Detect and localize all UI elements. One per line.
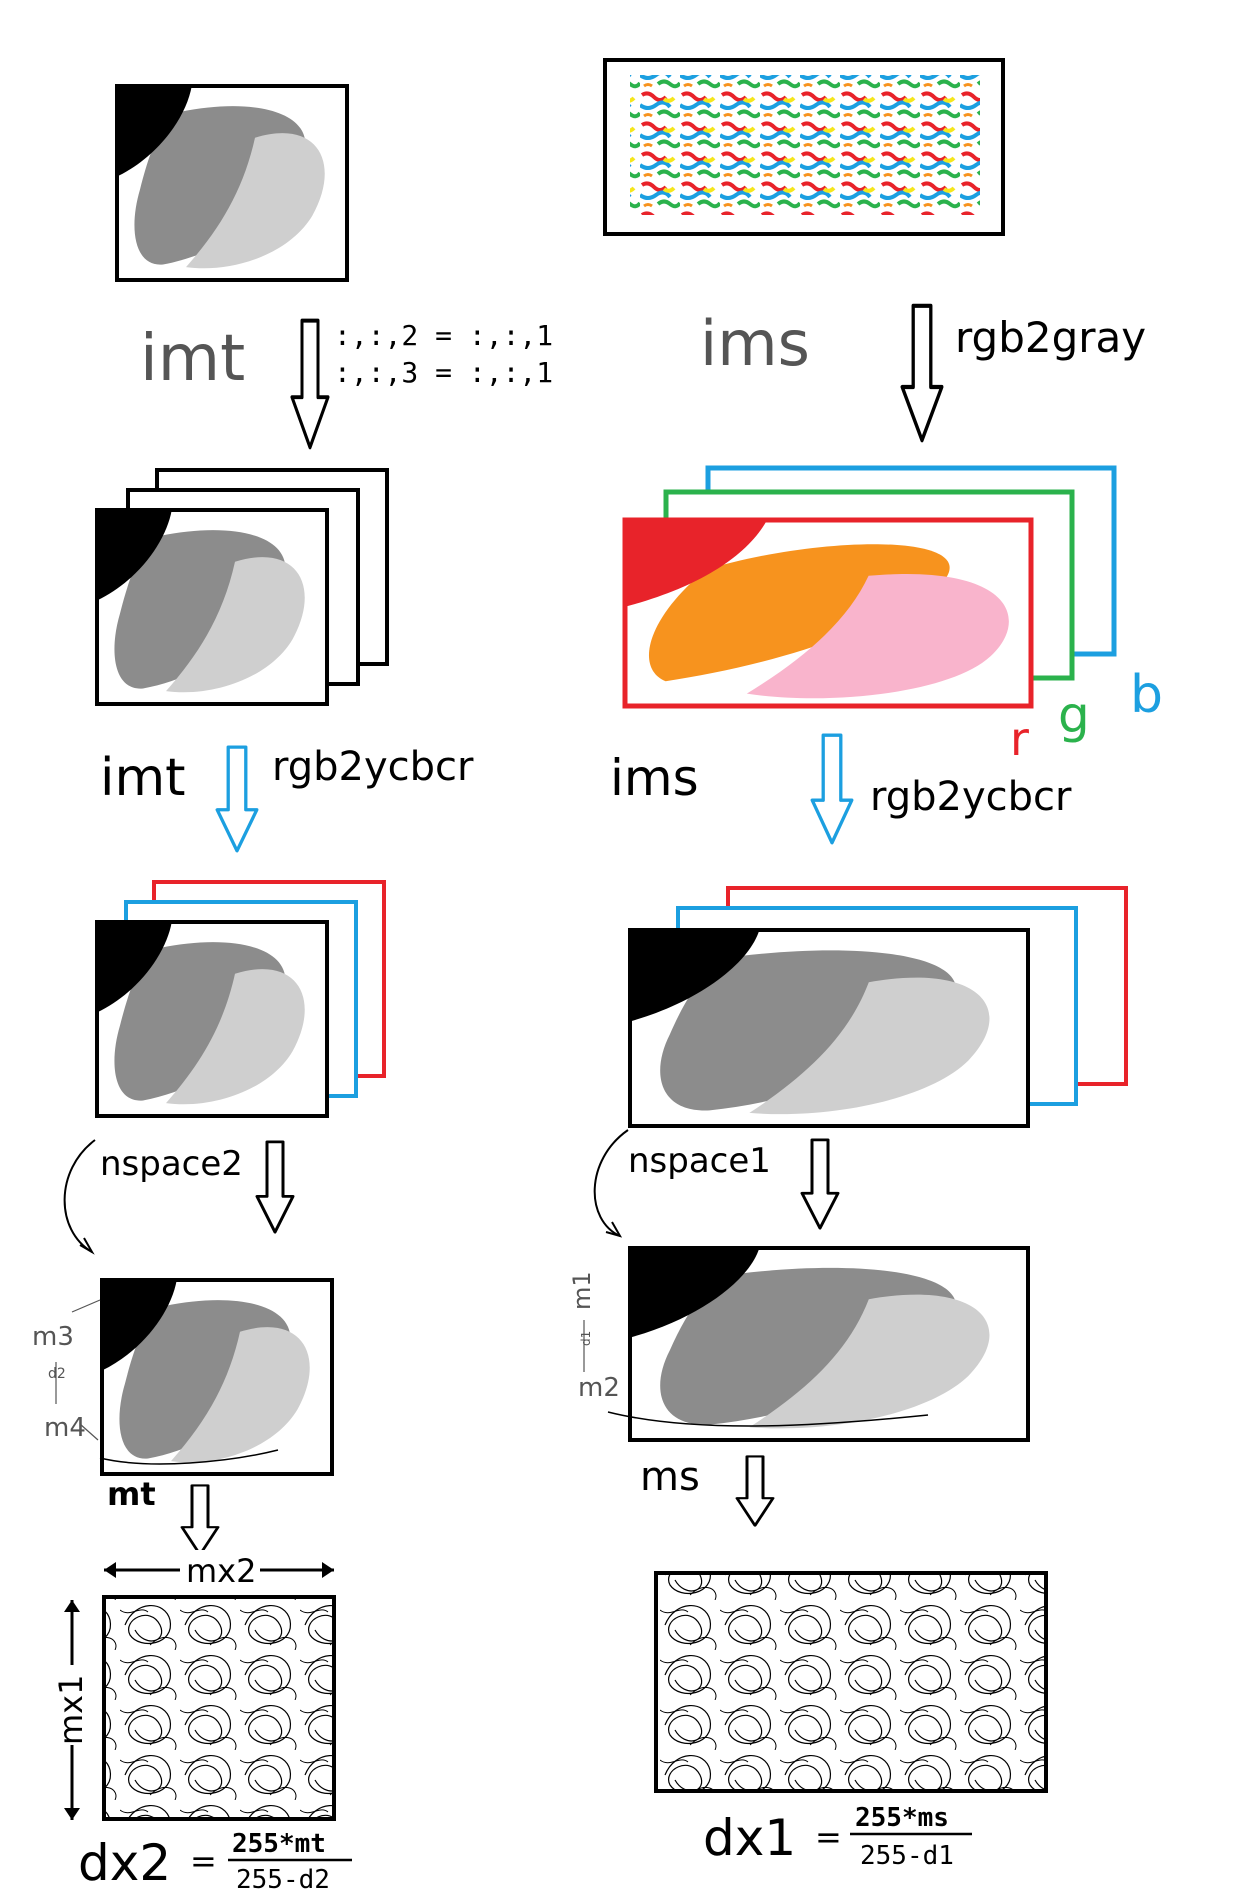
label-dx1: dx1 [703, 1809, 796, 1867]
arrow-down-icon [800, 1138, 840, 1230]
arrow-down-icon [290, 318, 330, 450]
label-d2-left: d2 [48, 1366, 66, 1382]
label-mx1: mx1 [52, 1675, 90, 1745]
op-rgb2ycbcr-right: rgb2ycbcr [870, 774, 1072, 820]
formula-den-left: 255-d2 [236, 1865, 330, 1892]
label-imt-top: imt [140, 322, 245, 396]
label-r: r [1010, 712, 1029, 766]
formula-den-right: 255-d1 [860, 1841, 954, 1871]
equals-left: = [190, 1842, 217, 1880]
label-m3: m3 [32, 1322, 74, 1352]
label-ims-top: ims [700, 307, 810, 380]
label-g: g [1058, 686, 1090, 744]
label-m1: m1 [568, 1271, 596, 1310]
arrow-down-icon [735, 1455, 775, 1527]
source-image-ms [628, 1246, 1030, 1442]
label-dx2: dx2 [78, 1834, 171, 1892]
formula-dx1: dx1 = 255*ms 255-d1 [703, 1803, 972, 1871]
label-nspace2: nspace2 [100, 1144, 243, 1184]
channel-eq-2: :,:,3 = :,:,1 [334, 356, 553, 389]
source-image-original [603, 58, 1005, 236]
label-mt: mt [107, 1475, 156, 1513]
label-b: b [1130, 665, 1163, 725]
op-rgb2gray: rgb2gray [955, 313, 1146, 362]
label-imt-mid: imt [100, 748, 186, 808]
arrow-down-icon [180, 1484, 220, 1556]
label-m2: m2 [578, 1373, 620, 1403]
arrow-down-icon [810, 733, 854, 845]
label-nspace1: nspace1 [628, 1141, 771, 1181]
label-d1: d1 [579, 1331, 593, 1346]
target-image-mt [100, 1278, 334, 1476]
target-image-ycbcr-stack [95, 880, 386, 1118]
arrow-down-icon [215, 745, 259, 853]
equals-right: = [815, 1818, 842, 1856]
label-ims-mid: ims [610, 749, 699, 807]
output-image-dx1 [654, 1571, 1048, 1793]
label-m4: m4 [44, 1413, 86, 1443]
target-image-3-channel-stack [95, 468, 389, 706]
channel-eq-1: :,:,2 = :,:,1 [334, 319, 553, 352]
output-image-dx2 [102, 1595, 336, 1821]
formula-num-right: 255*ms [855, 1803, 949, 1833]
formula-num-left: 255*mt [232, 1829, 326, 1859]
arrow-down-icon [255, 1140, 295, 1234]
source-image-rgb-stack [622, 465, 1117, 709]
left-column: imt :,:,2 = :,:,1 :,:,3 = :,:,1 imt rgb2… [32, 84, 553, 1892]
label-mx2: mx2 [186, 1552, 256, 1590]
target-image-original [115, 84, 349, 282]
label-ms: ms [640, 1454, 700, 1500]
formula-dx2: dx2 = 255*mt 255-d2 [78, 1829, 352, 1892]
source-image-ycbcr-stack [628, 886, 1128, 1128]
op-rgb2ycbcr-left: rgb2ycbcr [272, 744, 474, 790]
arrow-down-icon [902, 306, 942, 440]
right-column: ims rgb2gray r g b ims rgb2ycbcr nspace1 [568, 58, 1163, 1871]
